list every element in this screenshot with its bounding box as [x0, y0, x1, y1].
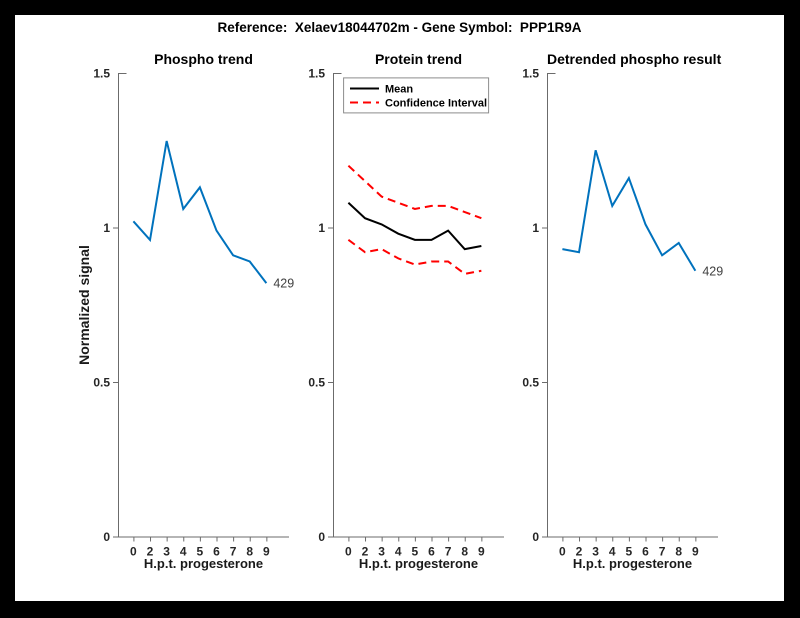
- x-tick-label: 0: [345, 545, 352, 559]
- panel-phospho-trend: 0 0.5 1 1.5 0 2 3 4 5 6 7 8 9 429: [82, 47, 322, 577]
- x-tick-label: 2: [576, 545, 583, 559]
- x-tick-label: 3: [592, 545, 599, 559]
- series-line: [347, 164, 482, 220]
- legend-entry-label: Confidence Interval: [385, 98, 487, 110]
- x-tick-label: 8: [246, 545, 253, 559]
- y-tick-label: 1.5: [522, 67, 539, 81]
- x-tick-label: 6: [213, 545, 220, 559]
- legend-box: [343, 77, 490, 114]
- y-tick-label: 0.5: [308, 376, 325, 390]
- axes-lines: [333, 73, 504, 538]
- x-tick-label: 8: [461, 545, 468, 559]
- x-tick-label: 6: [428, 545, 435, 559]
- x-tick-label: 7: [445, 545, 452, 559]
- x-tick-label: 5: [626, 545, 633, 559]
- x-tick-label: 0: [559, 545, 566, 559]
- x-tick-label: 0: [130, 545, 137, 559]
- y-tick-label: 1: [103, 221, 110, 235]
- x-tick-label: 3: [378, 545, 385, 559]
- x-tick-label: 9: [263, 545, 270, 559]
- x-tick-label: 2: [147, 545, 154, 559]
- y-tick-label: 1.5: [308, 67, 325, 81]
- figure-page: Reference: Xelaev18044702m - Gene Symbol…: [15, 15, 784, 601]
- panel-title-phospho-trend: Phospho trend: [154, 51, 253, 67]
- series-line: [132, 140, 268, 284]
- x-tick-label: 9: [478, 545, 485, 559]
- x-axis-label-2: H.p.t. progesterone: [358, 556, 479, 571]
- panel-detrended-result: 0 0.5 1 1.5 0 2 3 4 5 6 7 8 9 429: [511, 47, 751, 577]
- y-tick-label: 0: [103, 530, 110, 544]
- x-tick-label: 9: [692, 545, 699, 559]
- series-line: [562, 149, 697, 272]
- x-tick-label: 5: [412, 545, 419, 559]
- series-line: [347, 202, 482, 251]
- panel-protein-trend: 0 0.5 1 1.5 0 2 3 4 5 6 7 8 9 Mean Confidence Interval: [297, 47, 537, 577]
- x-tick-label: 7: [230, 545, 237, 559]
- x-tick-label: 6: [642, 545, 649, 559]
- figure-title: Reference: Xelaev18044702m - Gene Symbol…: [217, 20, 582, 35]
- axes-lines: [118, 73, 289, 538]
- x-tick-label: 3: [163, 545, 170, 559]
- y-tick-label: 0: [318, 530, 325, 544]
- series-line: [347, 239, 482, 275]
- y-tick-label: 1: [318, 221, 325, 235]
- x-tick-label: 5: [197, 545, 204, 559]
- legend-entry-label: Mean: [385, 84, 413, 96]
- x-tick-label: 4: [180, 545, 187, 559]
- axes-lines: [547, 73, 718, 538]
- x-axis-label-1: H.p.t. progesterone: [143, 556, 264, 571]
- legend: Mean Confidence Interval: [343, 77, 490, 114]
- y-tick-label: 1.5: [93, 67, 110, 81]
- panel-title-protein-trend: Protein trend: [374, 51, 463, 67]
- panel-title-detrended-result: Detrended phospho result: [547, 51, 722, 67]
- y-tick-label: 1: [532, 221, 539, 235]
- x-tick-label: 4: [609, 545, 616, 559]
- series-end-label: 429: [702, 264, 723, 278]
- series-end-label: 429: [273, 277, 294, 291]
- y-tick-label: 0: [532, 530, 539, 544]
- x-tick-label: 4: [395, 545, 402, 559]
- x-tick-label: 7: [659, 545, 666, 559]
- x-tick-label: 8: [675, 545, 682, 559]
- x-axis-label-3: H.p.t. progesterone: [572, 556, 693, 571]
- y-tick-label: 0.5: [522, 376, 539, 390]
- y-tick-label: 0.5: [93, 376, 110, 390]
- x-tick-label: 2: [362, 545, 369, 559]
